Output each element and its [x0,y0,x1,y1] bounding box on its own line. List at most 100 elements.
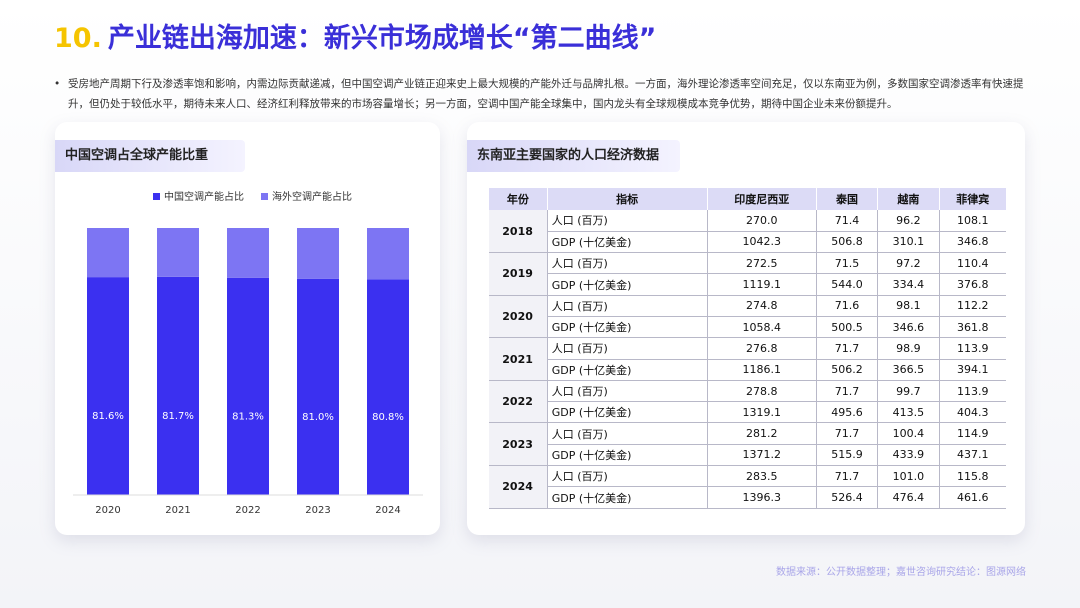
x-tick-label: 2021 [165,505,190,516]
value-cell: 1119.1 [706,273,817,296]
value-cell: 71.5 [815,252,878,275]
table-row: 2019 人口 (百万) 272.5 71.5 97.2 110.4 [488,252,1006,296]
table-panel: 东南亚主要国家的人口经济数据 年份 指标 印度尼西亚 泰国 越南 菲律宾 2018 人口 (百… [467,122,1025,535]
indicator-cell: 人口 (百万) [546,295,707,317]
bar-segment [367,228,409,280]
value-cell: 500.5 [815,316,878,339]
column-header: 印度尼西亚 [706,188,817,210]
indicator-cell: 人口 (百万) [546,422,707,445]
data-label: 80.8% [372,412,404,423]
data-label: 81.3% [232,411,264,422]
data-label: 81.0% [302,412,334,423]
value-cell: 96.2 [877,210,939,232]
value-cell: 404.3 [938,401,1006,424]
value-cell: 113.9 [938,337,1006,360]
legend-label: 中国空调产能占比 [164,190,244,203]
value-cell: 1319.1 [706,401,817,424]
indicator-cell: GDP (十亿美金) [546,231,707,254]
year-cell: 2020 [488,295,548,339]
value-cell: 506.2 [815,359,878,381]
value-cell: 1058.4 [706,316,817,339]
source: 数据来源：公开数据整理；嘉世咨询研究结论：图源网络 [776,567,1026,578]
indicator-cell: GDP (十亿美金) [546,401,707,424]
value-cell: 413.5 [877,401,939,424]
legend-swatch [261,193,268,200]
bar-segment [87,277,129,495]
header-row: 年份 指标 印度尼西亚 泰国 越南 菲律宾 [488,188,1006,210]
value-cell: 461.6 [938,486,1006,509]
bar-segment [157,276,199,495]
data-table: 年份 指标 印度尼西亚 泰国 越南 菲律宾 2018 人口 (百万) 270.0 71.4 96.2… [488,188,1006,509]
value-cell: 113.9 [938,380,1006,403]
bar-segment [227,228,269,278]
column-header: 年份 [488,188,548,210]
x-tick-label: 2020 [95,505,120,516]
value-cell: 437.1 [938,444,1006,467]
indicator-cell: GDP (十亿美金) [546,486,707,509]
value-cell: 526.4 [815,486,878,509]
year-cell: 2024 [488,465,548,509]
table-row: 2022 人口 (百万) 278.8 71.7 99.7 113.9 [488,380,1006,424]
indicator-cell: 人口 (百万) [546,337,707,360]
value-cell: 1371.2 [706,444,817,467]
value-cell: 476.4 [877,486,939,509]
value-cell: 310.1 [877,231,939,254]
value-cell: 101.0 [877,465,939,488]
bar-segment [227,277,269,495]
bullet-text: 受房地产周期下行及渗透率饱和影响，内需边际贡献递减，但中国空调产业链正迎来史上最… [54,74,1034,114]
value-cell: 334.4 [877,273,939,296]
value-cell: 281.2 [706,422,817,445]
bar-segment [297,228,339,279]
value-cell: 71.7 [815,465,878,488]
year-cell: 2019 [488,252,548,296]
value-cell: 515.9 [815,444,878,467]
year-cell: 2023 [488,422,548,467]
value-cell: 98.1 [877,295,939,317]
value-cell: 495.6 [815,401,878,424]
value-cell: 112.2 [938,295,1006,317]
value-cell: 71.6 [815,295,878,317]
table-row: 2024 人口 (百万) 283.5 71.7 101.0 115.8 [488,465,1006,509]
value-cell: 98.9 [877,337,939,360]
bar-segment [157,228,199,277]
value-cell: 361.8 [938,316,1006,339]
column-header: 菲律宾 [938,188,1006,210]
column-header: 泰国 [815,188,878,210]
chart-title: 中国空调占全球产能比重 [55,140,245,172]
table-row: GDP (十亿美金) 1186.1 506.2 366.5 394.1 [489,359,1006,381]
value-cell: 1042.3 [706,231,817,254]
bar-segment [367,279,409,495]
x-tick-label: 2022 [235,505,260,516]
data-label: 81.7% [162,411,194,422]
table-title: 东南亚主要国家的人口经济数据 [467,140,680,172]
legend-label: 海外空调产能占比 [272,190,352,203]
value-cell: 346.8 [938,231,1006,254]
value-cell: 71.4 [815,210,878,232]
column-header: 指标 [546,188,707,210]
bar-segment [297,278,339,495]
value-cell: 366.5 [877,359,939,381]
value-cell: 433.9 [877,444,939,467]
year-cell: 2018 [488,210,548,254]
value-cell: 278.8 [706,380,817,403]
table-row: 2018 人口 (百万) 270.0 71.4 96.2 108.1 [488,210,1006,254]
value-cell: 270.0 [706,210,817,232]
indicator-cell: 人口 (百万) [546,380,707,403]
value-cell: 71.7 [815,422,878,445]
value-cell: 108.1 [938,210,1006,232]
indicator-cell: 人口 (百万) [546,252,707,275]
year-cell: 2021 [488,337,548,381]
value-cell: 1396.3 [706,486,817,509]
value-cell: 346.6 [877,316,939,339]
value-cell: 394.1 [938,359,1006,381]
indicator-cell: 人口 (百万) [546,210,707,232]
value-cell: 274.8 [706,295,817,317]
slide-title: 10. 产业链出海加速：新兴市场成增长“第二曲线” [54,16,656,55]
table-row: GDP (十亿美金) 1119.1 544.0 334.4 376.8 [489,273,1006,296]
value-cell: 99.7 [877,380,939,403]
x-tick-label: 2024 [375,505,400,516]
value-cell: 71.7 [815,380,878,403]
value-cell: 97.2 [877,252,939,275]
value-cell: 114.9 [938,422,1006,445]
